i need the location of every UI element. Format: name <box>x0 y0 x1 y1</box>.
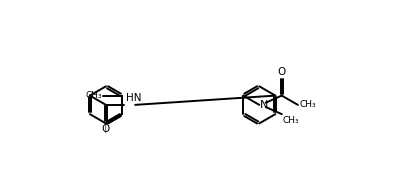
Text: O: O <box>102 124 110 134</box>
Text: CH₃: CH₃ <box>283 116 299 125</box>
Text: N: N <box>260 100 268 110</box>
Text: O: O <box>278 66 286 77</box>
Text: CH₃: CH₃ <box>299 100 316 109</box>
Text: CH₃: CH₃ <box>85 91 102 100</box>
Text: I: I <box>104 125 107 135</box>
Text: HN: HN <box>126 93 141 103</box>
